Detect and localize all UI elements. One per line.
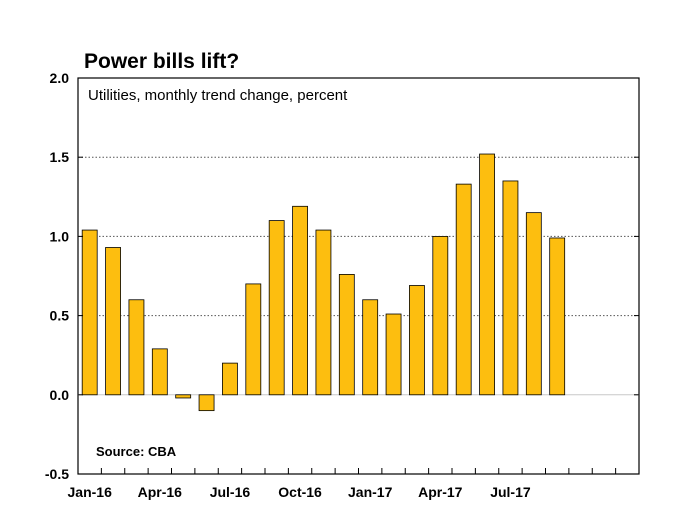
- x-tick-label: Apr-16: [138, 484, 183, 500]
- y-tick-label: 2.0: [50, 70, 70, 86]
- bar-Sep-16: [268, 220, 285, 396]
- bar-Apr-16: [151, 348, 168, 396]
- bar-May-16: [175, 394, 192, 399]
- chart-title: Power bills lift?: [84, 50, 239, 73]
- source-note: Source: CBA: [96, 444, 177, 459]
- x-tick-label: Jan-17: [348, 484, 393, 500]
- bars: [81, 153, 566, 412]
- bar-Jul-16: [222, 362, 238, 396]
- bar-May-17: [455, 183, 472, 396]
- x-tick-label: Oct-16: [278, 484, 322, 500]
- y-tick-label: -0.5: [45, 466, 69, 482]
- gridlines: [78, 156, 639, 317]
- y-tick-label: 0.0: [50, 387, 70, 403]
- bar-Dec-16: [338, 274, 355, 396]
- chart-subtitle: Utilities, monthly trend change, percent: [88, 87, 348, 104]
- bar-Feb-17: [385, 313, 402, 396]
- x-tick-label: Jul-16: [210, 484, 251, 500]
- x-tick-label: Jan-16: [68, 484, 113, 500]
- bar-Jan-16: [81, 229, 98, 396]
- y-axis-ticks: 2.0 1.5 1.0 0.5 0.0 -0.5: [45, 70, 639, 482]
- bar-Jul-17: [502, 180, 519, 396]
- y-tick-label: 0.5: [50, 308, 70, 324]
- bar-Aug-17: [525, 212, 542, 396]
- bar-Apr-17: [432, 235, 449, 396]
- y-tick-label: 1.0: [50, 228, 70, 244]
- bar-Jun-16: [198, 394, 215, 412]
- bar-Nov-16: [315, 229, 332, 396]
- bar-Mar-16: [128, 299, 145, 396]
- x-tick-label: Jul-17: [490, 484, 531, 500]
- bar-Mar-17: [409, 285, 425, 396]
- y-tick-label: 1.5: [50, 149, 70, 165]
- x-axis-ticks: Jan-16 Apr-16 Jul-16 Oct-16 Jan-17 Apr-17 Jul-…: [68, 468, 640, 500]
- bar-Aug-16: [245, 283, 262, 396]
- bar-Jan-17: [362, 299, 379, 396]
- bar-Sep-17: [549, 237, 566, 396]
- bar-Feb-16: [105, 247, 121, 396]
- x-tick-label: Apr-17: [418, 484, 463, 500]
- bar-Oct-16: [292, 205, 308, 396]
- bar-Jun-17: [479, 153, 495, 396]
